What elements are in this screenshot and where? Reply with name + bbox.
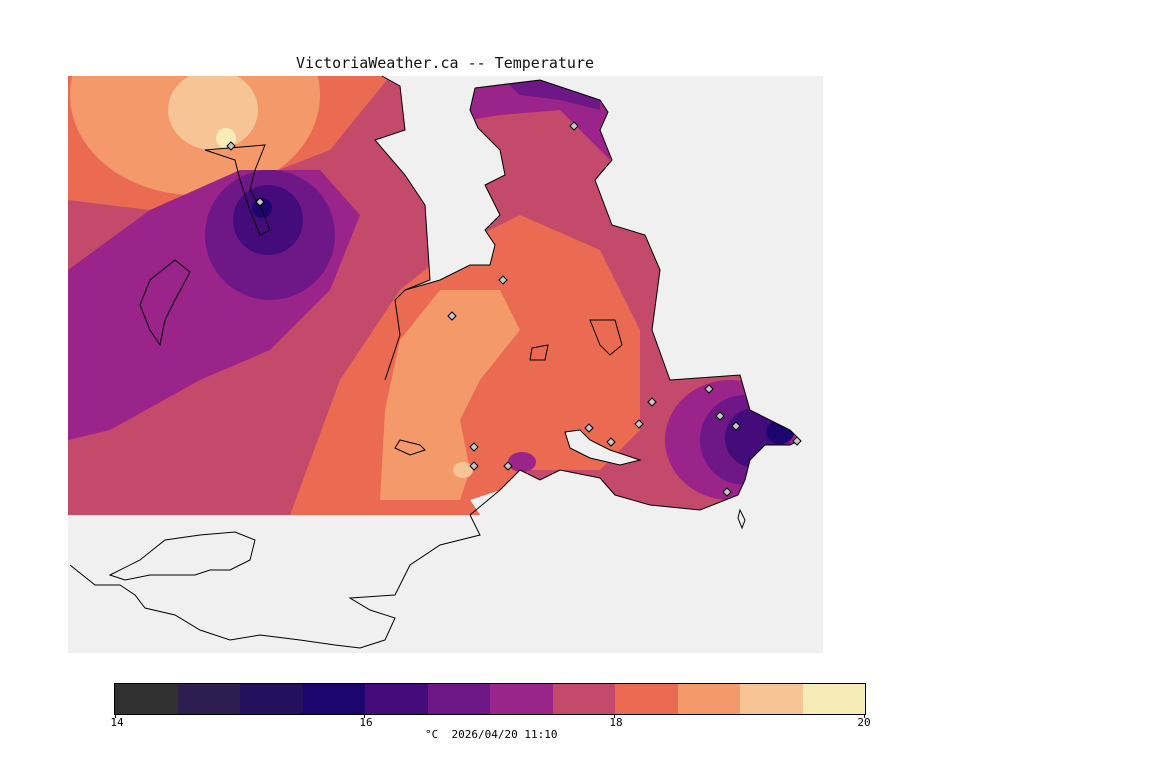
tick-mark [115,714,116,718]
station-marker [498,275,508,285]
station-marker [469,442,479,452]
tick-mark [614,714,615,718]
station-marker [647,397,657,407]
color-swatch [615,684,678,714]
station-marker [722,487,732,497]
station-marker [447,311,457,321]
color-swatch [802,684,865,714]
station-marker [226,141,236,151]
tick-mark [864,714,865,718]
station-marker [704,384,714,394]
tick-label-14: 14 [110,716,124,729]
color-scale-bar [114,683,866,715]
color-swatch [427,684,490,714]
temperature-map [68,75,823,653]
station-marker [503,461,513,471]
color-swatch [365,684,428,714]
coastline [69,75,801,649]
station-marker [792,436,802,446]
tick-mark [364,714,365,718]
color-swatch [740,684,803,714]
stations [226,121,802,497]
station-marker [606,437,616,447]
inlets [139,259,642,466]
station-marker [569,121,579,131]
station-marker [469,461,479,471]
color-swatch [490,684,553,714]
station-marker [715,411,725,421]
station-marker [634,419,644,429]
color-swatch [240,684,303,714]
color-swatch [302,684,365,714]
map-title: VictoriaWeather.ca -- Temperature [296,54,595,72]
station-marker [731,421,741,431]
tick-label-20: 20 [857,716,871,729]
color-swatch [177,684,240,714]
station-marker [255,197,265,207]
color-swatch [552,684,615,714]
color-swatch [115,684,178,714]
tick-label-18: 18 [609,716,623,729]
station-marker [584,423,594,433]
units-and-timestamp: °C 2026/04/20 11:10 [425,728,558,741]
color-swatch [677,684,740,714]
tick-label-16: 16 [359,716,373,729]
